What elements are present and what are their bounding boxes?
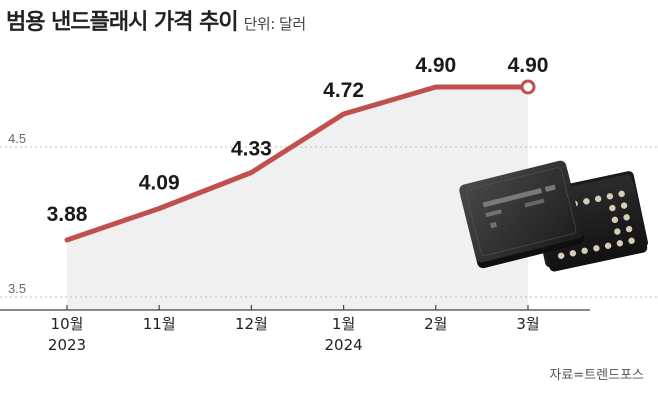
nand-chip-illustration: [459, 160, 648, 272]
x-tick-year-label: 2024: [325, 336, 363, 354]
x-tick-label: 10월: [51, 315, 84, 333]
y-tick-label: 4.5: [8, 131, 26, 146]
x-axis: 10월 2023 11월 12월 1월 2024 2월 3월: [0, 305, 590, 354]
data-label: 4.90: [508, 54, 549, 77]
series-line: [64, 84, 531, 243]
data-label: 4.33: [231, 138, 272, 161]
end-point-marker: [520, 79, 536, 95]
y-tick-label: 3.5: [8, 281, 26, 296]
x-tick-label: 12월: [235, 315, 268, 333]
data-label: 3.88: [47, 203, 88, 226]
area-fill: [67, 87, 528, 310]
grid-layer: 4.5 3.5: [0, 131, 658, 298]
x-tick-year-label: 2023: [48, 336, 86, 354]
x-tick-label: 2월: [424, 315, 447, 333]
unit-label: 단위: 달러: [243, 15, 307, 33]
x-tick-label: 11월: [143, 315, 176, 333]
series-line-layer: [64, 79, 536, 243]
x-tick-label: 1월: [332, 315, 355, 333]
area-fill-layer: [67, 87, 528, 310]
source-note: 자료=트렌드포스: [549, 368, 644, 383]
data-label: 4.09: [139, 172, 180, 195]
chart-title: 범용 낸드플래시 가격 추이: [6, 10, 239, 35]
data-label-layer: 3.88 4.09 4.33 4.72 4.90 4.90: [47, 54, 549, 226]
title-row: 범용 낸드플래시 가격 추이 단위: 달러: [6, 4, 306, 44]
data-label: 4.90: [415, 54, 456, 77]
data-label: 4.72: [323, 79, 364, 102]
x-tick-label: 3월: [516, 315, 539, 333]
